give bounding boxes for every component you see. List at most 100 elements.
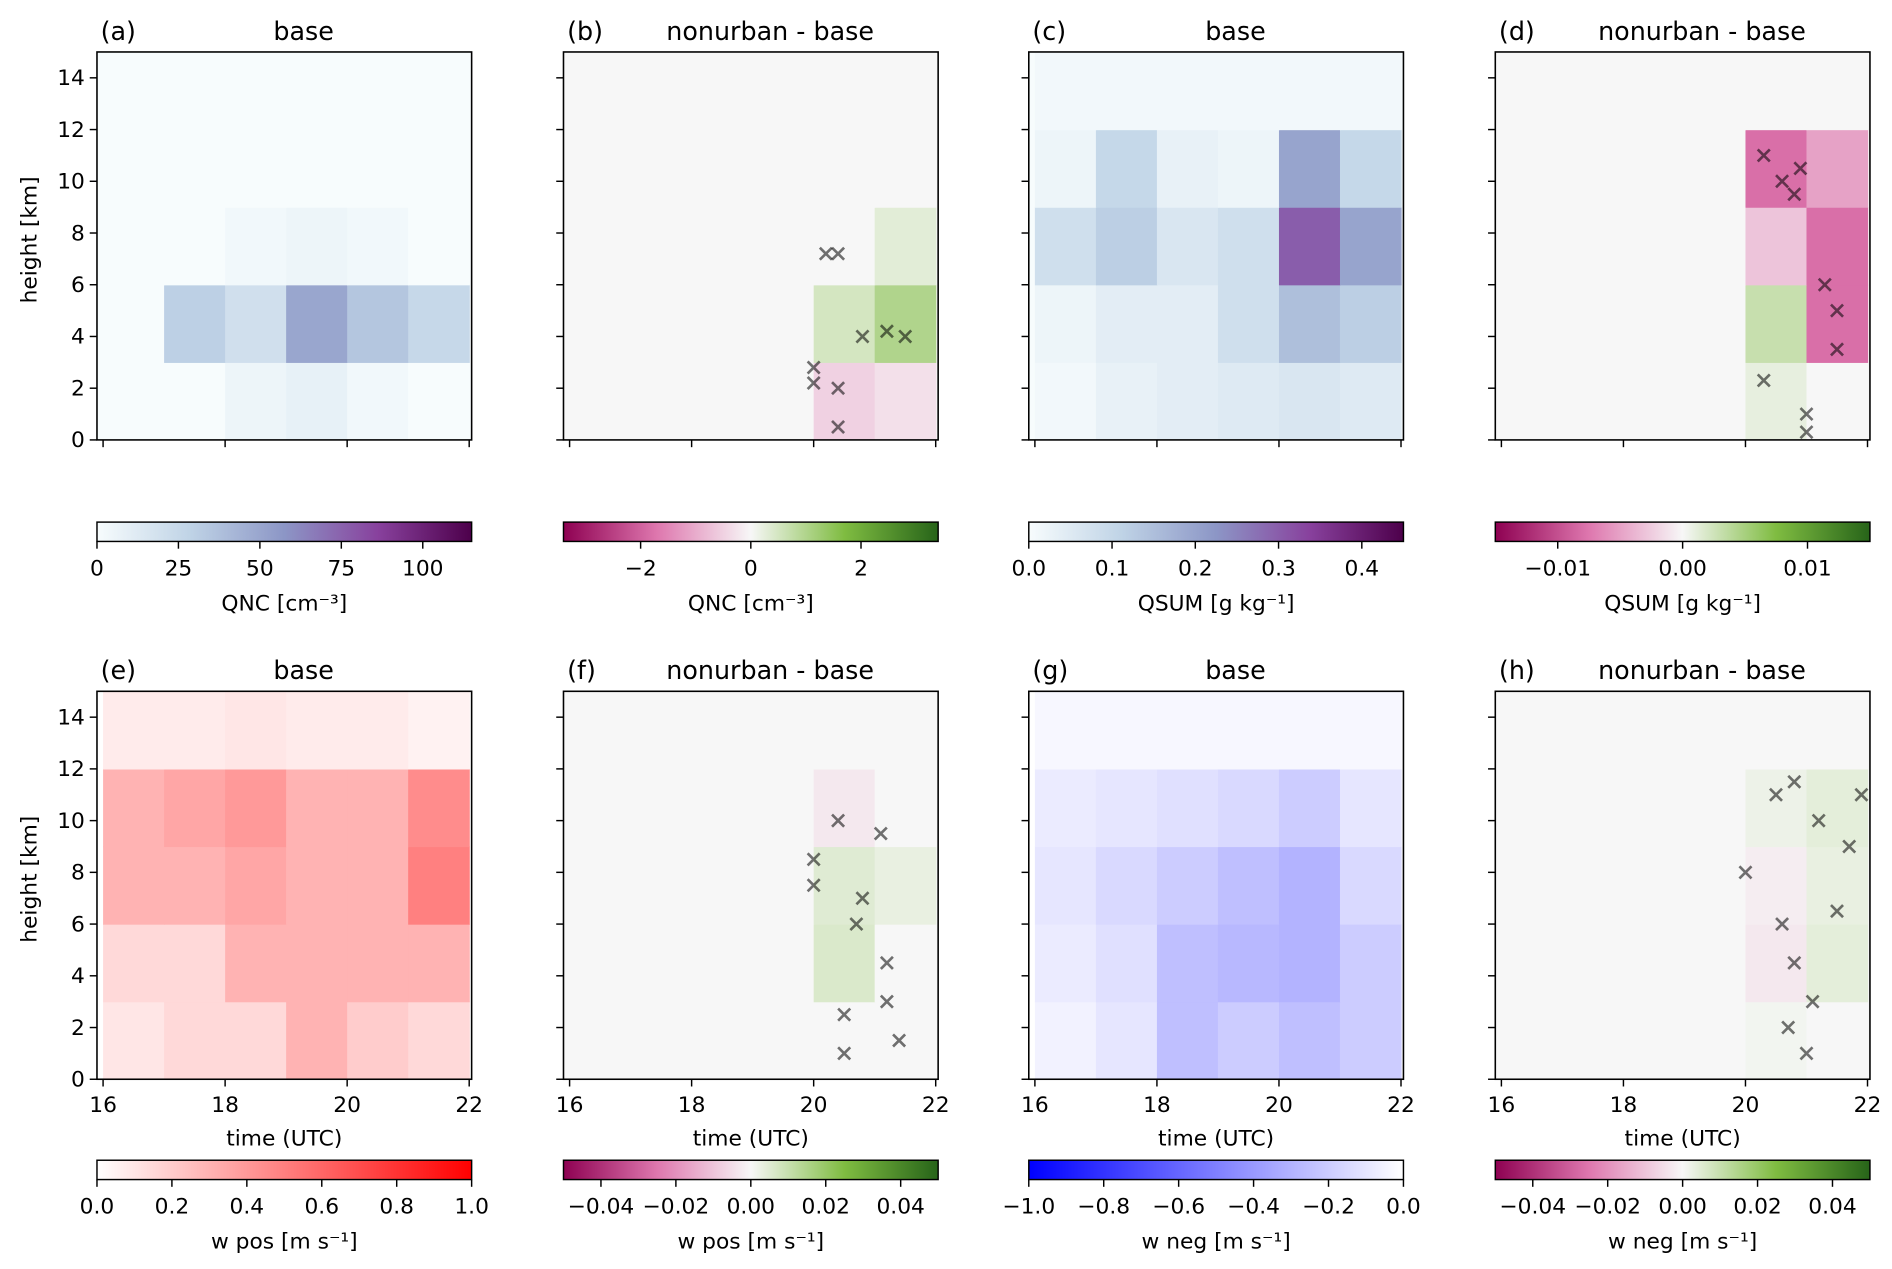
panel-label: (d) — [1499, 16, 1535, 46]
cross-marker — [837, 1046, 852, 1061]
cross-marker — [1787, 187, 1802, 202]
heat-cell — [569, 284, 632, 363]
heat-cell — [1278, 846, 1341, 925]
heat-cell — [1034, 362, 1097, 440]
axes-frame — [1494, 51, 1871, 441]
heat-cell — [630, 51, 693, 131]
cross-marker — [1738, 865, 1753, 880]
cross-marker — [831, 420, 846, 434]
y-axis-label: height [km] — [18, 176, 43, 303]
heat-cell — [874, 129, 937, 208]
axes-frame — [1494, 690, 1871, 1081]
heat-cell — [286, 51, 348, 131]
cross-marker — [1775, 174, 1790, 189]
heat-cell — [813, 207, 876, 286]
cross-marker — [1854, 787, 1869, 802]
heat-cell — [1339, 284, 1402, 363]
heat-cell — [347, 846, 409, 925]
heat-cell — [752, 284, 815, 363]
heat-cell — [752, 691, 815, 770]
y-axis-label: height [km] — [18, 816, 43, 943]
y-tick-label: 4 — [71, 325, 85, 350]
cross-marker — [1787, 955, 1802, 970]
heat-cell — [1339, 207, 1402, 286]
heat-cell — [874, 207, 937, 286]
colorbar-tick-label: 0.6 — [304, 1194, 339, 1219]
heat-cell — [1034, 768, 1097, 848]
heat-cell — [103, 362, 165, 440]
heat-cell — [630, 768, 693, 848]
heat-cell — [408, 284, 470, 363]
colorbar-label: w neg [m s⁻¹] — [1608, 1229, 1757, 1254]
heat-cell — [874, 846, 937, 925]
heat-cell — [1156, 691, 1219, 770]
heat-cell — [569, 362, 632, 440]
heat-cell — [752, 1001, 815, 1080]
colorbar-label: QNC [cm⁻³] — [688, 591, 814, 616]
heat-cell — [1278, 51, 1341, 131]
heat-cell — [1684, 768, 1747, 848]
heat-cell — [752, 846, 815, 925]
heat-cell — [1095, 768, 1158, 848]
cross-marker — [898, 329, 913, 344]
heat-cell — [164, 284, 226, 363]
colorbar-tick-label: 0.2 — [1178, 556, 1213, 581]
cross-marker — [1787, 774, 1802, 789]
cross-marker — [1830, 303, 1844, 318]
colorbar-tick-label: −0.01 — [1524, 556, 1591, 581]
heat-cell — [752, 924, 815, 1003]
cross-marker — [837, 1007, 852, 1022]
heat-cell — [408, 768, 470, 848]
cross-marker — [879, 994, 894, 1009]
colorbar-tick-label: 1.0 — [454, 1194, 489, 1219]
panel-label: (f) — [567, 655, 596, 685]
heat-cell — [1339, 51, 1402, 131]
colorbar-tick-label: −2 — [625, 556, 657, 581]
colorbar-tick-label: 100 — [402, 556, 444, 581]
cross-marker — [1811, 813, 1826, 828]
heat-cell — [1623, 846, 1686, 925]
heat-cell — [1684, 207, 1747, 286]
colorbar-tick-label: 0.1 — [1095, 556, 1130, 581]
colorbar-tick-label: 0.04 — [1808, 1194, 1856, 1219]
axes-frame — [1028, 690, 1405, 1081]
heat-cell — [1745, 129, 1808, 208]
heat-cell — [1501, 846, 1564, 925]
heat-cell — [347, 129, 409, 208]
colorbar — [1494, 521, 1871, 543]
heat-cell — [164, 1001, 226, 1080]
heat-cell — [1217, 51, 1280, 131]
heat-cell — [225, 129, 287, 208]
x-tick-label: 22 — [455, 1093, 483, 1118]
heat-cell — [225, 1001, 287, 1080]
heat-cell — [874, 362, 937, 440]
heat-cell — [874, 924, 937, 1003]
y-tick-label: 14 — [57, 705, 85, 730]
colorbar-tick-label: −0.2 — [1302, 1194, 1355, 1219]
plot-area — [1028, 691, 1404, 1080]
heat-cell — [1217, 129, 1280, 208]
heat-cell — [1095, 51, 1158, 131]
heat-cell — [569, 129, 632, 208]
heat-cell — [286, 691, 348, 770]
heat-cell — [569, 768, 632, 848]
x-tick-label: 20 — [1732, 1093, 1760, 1118]
x-tick-label: 20 — [1265, 1093, 1293, 1118]
heat-cell — [408, 51, 470, 131]
heat-cell — [103, 51, 165, 131]
cross-marker — [1781, 1020, 1796, 1035]
heat-cell — [691, 1001, 754, 1080]
heat-cell — [1684, 846, 1747, 925]
heat-cell — [752, 768, 815, 848]
y-tick-label: 0 — [71, 428, 85, 453]
heat-cell — [286, 362, 348, 440]
heat-cell — [164, 207, 226, 286]
heat-cell — [1339, 129, 1402, 208]
heat-cell — [1745, 846, 1808, 925]
plot-area — [563, 51, 939, 440]
colorbar — [562, 521, 939, 543]
heat-cell — [1806, 362, 1869, 440]
heat-cell — [1339, 846, 1402, 925]
heat-cell — [1156, 284, 1219, 363]
heat-cell — [1684, 924, 1747, 1003]
